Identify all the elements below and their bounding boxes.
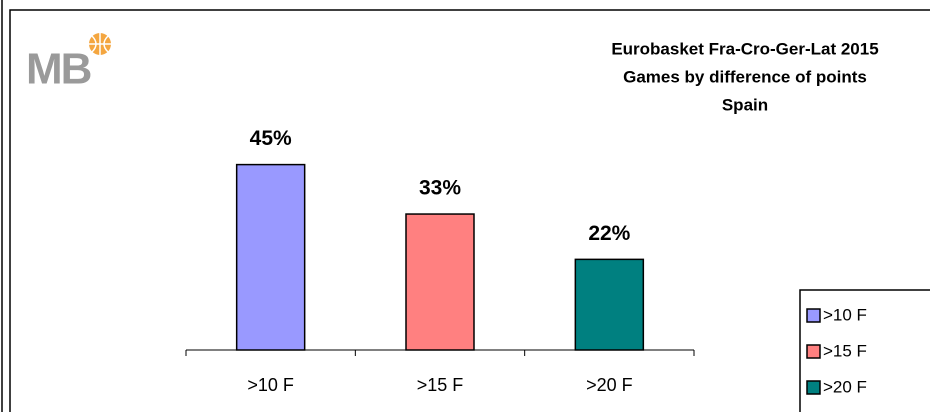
logo-ball <box>89 33 111 55</box>
x-tick-label: >20 F <box>586 375 633 395</box>
legend-label: >15 F <box>823 341 867 360</box>
chart-title: Eurobasket Fra-Cro-Ger-Lat 2015 <box>611 39 878 58</box>
legend-label: >10 F <box>823 305 867 324</box>
x-tick-label: >10 F <box>247 375 294 395</box>
bar <box>405 213 475 351</box>
bar <box>235 163 306 351</box>
legend-swatch <box>806 344 821 359</box>
value-label: 22% <box>588 222 630 245</box>
chart-title: Spain <box>722 95 768 114</box>
frame <box>9 9 930 412</box>
value-label: 45% <box>250 127 292 150</box>
legend-swatch <box>806 380 821 395</box>
bar <box>574 258 645 351</box>
logo: MB <box>26 45 91 94</box>
legend-swatch <box>806 308 821 323</box>
chart-title: Games by difference of points <box>623 67 867 86</box>
legend-label: >20 F <box>823 377 867 396</box>
value-label: 33% <box>419 177 461 200</box>
x-tick-label: >15 F <box>417 375 464 395</box>
legend-box <box>799 289 930 412</box>
